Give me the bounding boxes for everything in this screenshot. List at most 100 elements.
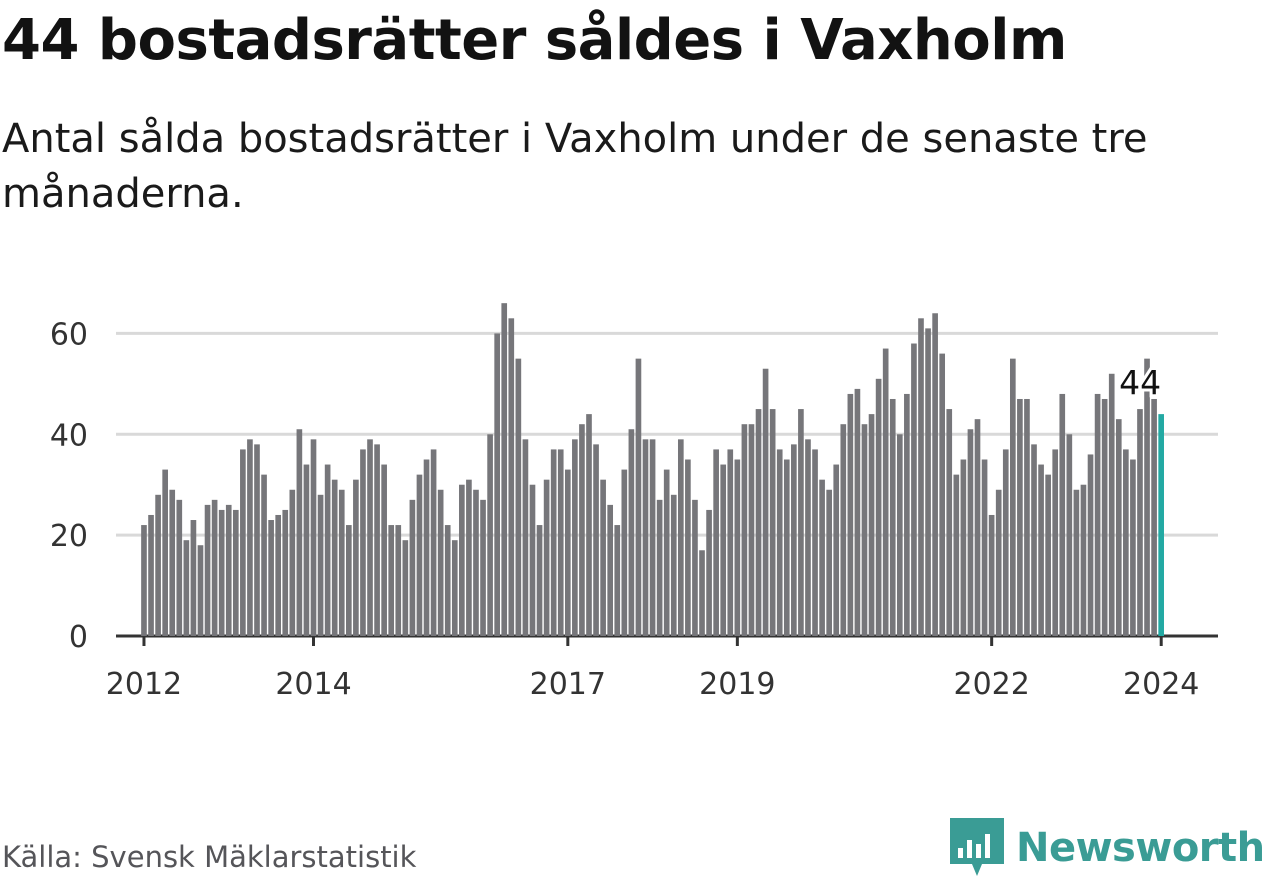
bar xyxy=(529,484,536,636)
bar xyxy=(699,550,705,636)
bar xyxy=(720,464,727,636)
bar xyxy=(572,439,578,636)
bar xyxy=(487,434,493,636)
bar xyxy=(254,444,260,636)
bar xyxy=(148,514,154,636)
bar xyxy=(1094,393,1101,636)
x-tick-label: 2019 xyxy=(699,667,775,702)
bar xyxy=(466,479,472,636)
bar xyxy=(621,469,628,636)
bar xyxy=(345,525,352,636)
bar xyxy=(282,509,289,636)
bar xyxy=(685,459,691,636)
highlight-bar xyxy=(1158,414,1164,636)
bar xyxy=(536,525,543,636)
bar xyxy=(360,449,366,636)
bar xyxy=(762,368,769,636)
bar xyxy=(190,520,197,636)
bar xyxy=(960,459,967,636)
bar xyxy=(155,494,161,636)
bar xyxy=(501,303,508,636)
bar xyxy=(600,479,606,636)
bar xyxy=(783,459,790,636)
bar xyxy=(995,489,1002,636)
bar xyxy=(459,484,465,636)
bar xyxy=(204,504,211,636)
bar xyxy=(946,409,953,636)
bar xyxy=(896,434,903,636)
bar xyxy=(833,464,840,636)
bar xyxy=(141,525,147,636)
bar xyxy=(303,464,310,636)
bar xyxy=(727,449,734,636)
bar xyxy=(480,499,486,636)
x-tick-label: 2014 xyxy=(275,667,351,702)
bar xyxy=(769,409,776,636)
x-tick-label: 2017 xyxy=(530,667,606,702)
bar xyxy=(1038,464,1044,636)
bar xyxy=(1144,358,1150,636)
bar xyxy=(734,459,741,636)
bar xyxy=(310,439,317,636)
brand-logo[interactable]: Newsworthy xyxy=(950,818,1262,878)
bar xyxy=(515,358,522,636)
bar xyxy=(755,409,762,636)
newsworthy-logo-icon xyxy=(950,818,1004,876)
bar xyxy=(395,525,402,636)
bar xyxy=(317,494,324,636)
bar xyxy=(840,424,847,636)
bar xyxy=(381,464,387,636)
bar xyxy=(1108,373,1115,636)
bar xyxy=(981,459,988,636)
bar xyxy=(423,459,430,636)
bar xyxy=(812,449,818,636)
bar xyxy=(1073,489,1080,636)
bar xyxy=(861,424,868,636)
brand-name: Newsworthy xyxy=(1016,825,1262,871)
bar xyxy=(1130,459,1136,636)
bar xyxy=(473,489,479,636)
bar xyxy=(543,479,550,636)
bar xyxy=(1031,444,1037,636)
bar xyxy=(1101,398,1108,636)
bar xyxy=(805,439,811,636)
bar xyxy=(183,540,190,636)
bar xyxy=(437,489,444,636)
bar xyxy=(579,424,585,636)
bar xyxy=(240,449,246,636)
bar xyxy=(409,499,416,636)
bar-series xyxy=(141,303,1164,636)
bar xyxy=(1002,449,1009,636)
bar xyxy=(430,449,437,636)
y-tick-label: 0 xyxy=(69,620,88,655)
bar xyxy=(247,439,253,636)
bar xyxy=(324,464,331,636)
bar xyxy=(1052,449,1059,636)
bar xyxy=(176,499,183,636)
bar xyxy=(268,520,274,636)
bar xyxy=(706,509,712,636)
bar xyxy=(402,540,409,636)
bar xyxy=(670,494,677,636)
bar xyxy=(522,439,529,636)
bar xyxy=(232,509,239,636)
bar xyxy=(798,409,804,636)
bar xyxy=(713,449,719,636)
bar xyxy=(451,540,458,636)
bar xyxy=(635,358,642,636)
chart-labels: 0 20 40 60 2012 2014 2017 2019 2022 2024 44 xyxy=(50,317,1200,702)
y-tick-label: 20 xyxy=(50,519,88,554)
bar xyxy=(748,424,755,636)
bar xyxy=(692,499,698,636)
bar xyxy=(197,545,204,636)
x-tick-label: 2024 xyxy=(1123,667,1199,702)
bar xyxy=(677,439,684,636)
bar xyxy=(261,474,267,636)
bar xyxy=(614,525,621,636)
source-credit: Källa: Svensk Mäklarstatistik xyxy=(2,840,417,874)
bar xyxy=(882,348,889,636)
bar xyxy=(967,429,974,636)
bar xyxy=(1066,434,1073,636)
bar xyxy=(819,479,825,636)
bar xyxy=(388,525,395,636)
